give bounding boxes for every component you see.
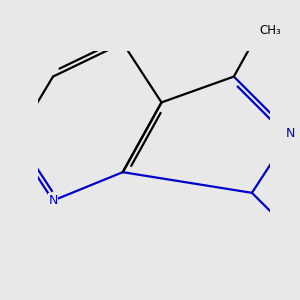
Text: CH₃: CH₃ bbox=[260, 24, 281, 37]
Text: N: N bbox=[48, 194, 58, 207]
Text: N: N bbox=[286, 127, 296, 140]
